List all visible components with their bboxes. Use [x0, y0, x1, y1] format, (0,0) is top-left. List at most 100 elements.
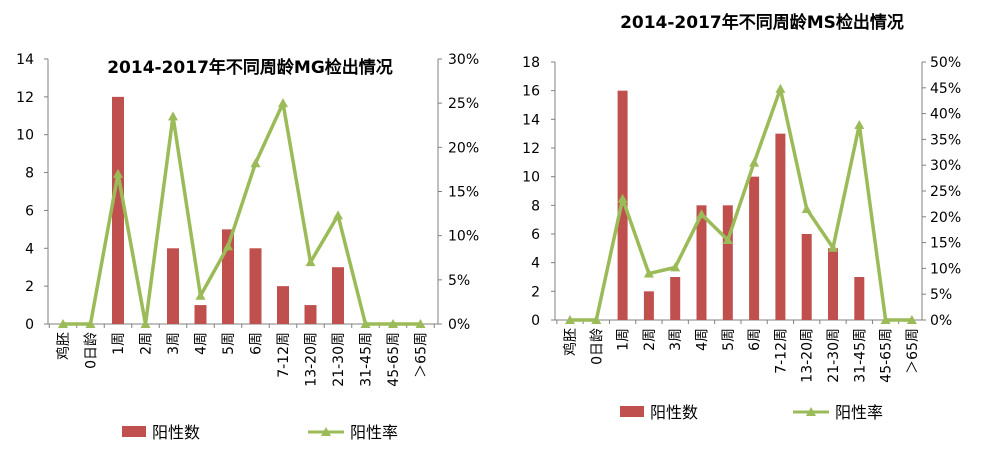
x-tick-label: 6周: [249, 332, 265, 355]
y-right-tick-label: 10%: [448, 229, 479, 245]
y-right-tick-label: 20%: [448, 140, 479, 156]
bar: [775, 133, 786, 320]
y-left-tick-label: 14: [522, 112, 540, 128]
x-tick-label: 鸡胚: [562, 328, 579, 356]
legend-bar-swatch: [122, 426, 146, 437]
x-tick-label: 3周: [668, 328, 684, 351]
rate-point: [140, 319, 151, 328]
y-left-tick-label: 4: [25, 241, 34, 257]
x-tick-label: 4周: [194, 332, 210, 355]
legend-line-marker: [321, 427, 331, 436]
bar: [643, 291, 654, 320]
x-tick-label: ＞65周: [414, 332, 430, 378]
x-tick-label: 鸡胚: [55, 332, 72, 360]
y-right-tick-label: 10%: [930, 261, 961, 277]
x-tick-label: 3周: [166, 332, 182, 355]
bar: [722, 205, 733, 320]
rate-point: [333, 210, 343, 220]
rate-point: [906, 315, 917, 324]
legend-line-marker: [806, 407, 816, 416]
y-right-tick-label: 50%: [930, 55, 961, 71]
x-tick-label: 4周: [695, 328, 711, 351]
bar: [167, 248, 179, 324]
y-left-tick-label: 12: [16, 90, 34, 106]
legend-bar-label: 阳性数: [152, 423, 200, 442]
y-left-tick-label: 6: [25, 203, 34, 219]
rate-point: [278, 98, 288, 108]
y-right-tick-label: 15%: [448, 185, 479, 201]
rate-point: [305, 257, 316, 267]
y-right-tick-label: 25%: [930, 184, 961, 200]
x-tick-label: 21-30周: [331, 332, 347, 387]
rate-point: [168, 111, 178, 121]
chart-1: 0 2 4 6 8 10 12 14 0% 5% 10% 15% 20% 25% 30% 鸡胚 0日龄 1周 2周 3…: [16, 52, 479, 442]
rate-point: [722, 235, 733, 245]
x-tick-label: 1周: [111, 332, 127, 355]
x-tick-label: 13-20周: [800, 328, 816, 383]
rate-point: [670, 262, 681, 272]
x-tick-label: 45-65周: [386, 332, 402, 387]
rate-point: [415, 319, 426, 328]
rate-point: [58, 319, 68, 328]
chart-2: 0 2 4 6 8 10 12 14 16 18 0% 5% 10% 15% 20% 25% 30% 35% 40%…: [522, 12, 961, 422]
legend-bar-swatch: [620, 406, 644, 417]
bar: [801, 234, 812, 320]
x-tick-label: 5周: [721, 328, 737, 351]
y-right-tick-label: 20%: [930, 210, 961, 226]
bar: [854, 277, 865, 320]
rate-point: [880, 315, 891, 324]
y-left-tick-label: 10: [16, 128, 34, 144]
y-left-tick-label: 8: [531, 198, 540, 214]
y-left-tick-label: 16: [522, 84, 540, 100]
rate-line: [570, 87, 912, 322]
x-tick-label: 6周: [747, 328, 763, 351]
rate-point: [854, 119, 865, 129]
chart-title: 2014-2017年不同周龄MS检出情况: [620, 12, 904, 33]
y-right-tick-label: 0%: [448, 317, 470, 333]
y-left-tick-label: 0: [25, 317, 34, 333]
rate-line: [63, 101, 421, 326]
rate-point: [223, 241, 233, 251]
x-tick-label: 31-45周: [359, 332, 375, 387]
x-tick-label: 45-65周: [879, 328, 895, 383]
y-right-tick-label: 35%: [930, 132, 961, 148]
y-right-tick-label: 5%: [448, 273, 470, 289]
rate-point: [113, 168, 123, 178]
legend: 阳性数 阳性率: [620, 403, 883, 422]
x-tick-label: 1周: [616, 328, 632, 351]
x-tick-label: ＞65周: [905, 328, 921, 374]
bar: [670, 277, 681, 320]
bar: [277, 286, 289, 324]
rate-point: [565, 315, 575, 324]
rate-point: [775, 83, 786, 93]
y-left-tick-label: 0: [531, 313, 540, 329]
y-right-tick-label: 0%: [930, 313, 952, 329]
x-tick-label: 7-12周: [773, 328, 789, 374]
x-tick-label: 0日龄: [84, 332, 100, 369]
rate-point: [617, 193, 628, 203]
x-tick-label: 0日龄: [589, 328, 605, 365]
x-tick-label: 5周: [221, 332, 237, 355]
y-left-tick-label: 12: [522, 141, 540, 157]
y-left-tick-label: 18: [522, 55, 540, 71]
rate-point: [643, 268, 654, 278]
rate-point: [749, 157, 760, 167]
legend: 阳性数 阳性率: [122, 423, 398, 442]
x-tick-label: 21-30周: [826, 328, 842, 383]
y-right-tick-label: 5%: [930, 287, 952, 303]
rate-point: [828, 242, 838, 252]
bar: [749, 176, 760, 320]
chart-title: 2014-2017年不同周龄MG检出情况: [107, 57, 393, 78]
x-tick-label: 2周: [642, 328, 658, 351]
y-right-tick-label: 30%: [930, 158, 961, 174]
bar: [304, 305, 317, 324]
bar: [112, 96, 124, 324]
y-left-tick-label: 14: [16, 52, 34, 68]
rate-point: [250, 158, 261, 168]
legend-line-label: 阳性率: [835, 403, 883, 422]
y-left-tick-label: 2: [531, 284, 540, 300]
y-right-tick-label: 40%: [930, 107, 961, 123]
rate-point: [85, 319, 96, 328]
bar: [696, 205, 707, 320]
